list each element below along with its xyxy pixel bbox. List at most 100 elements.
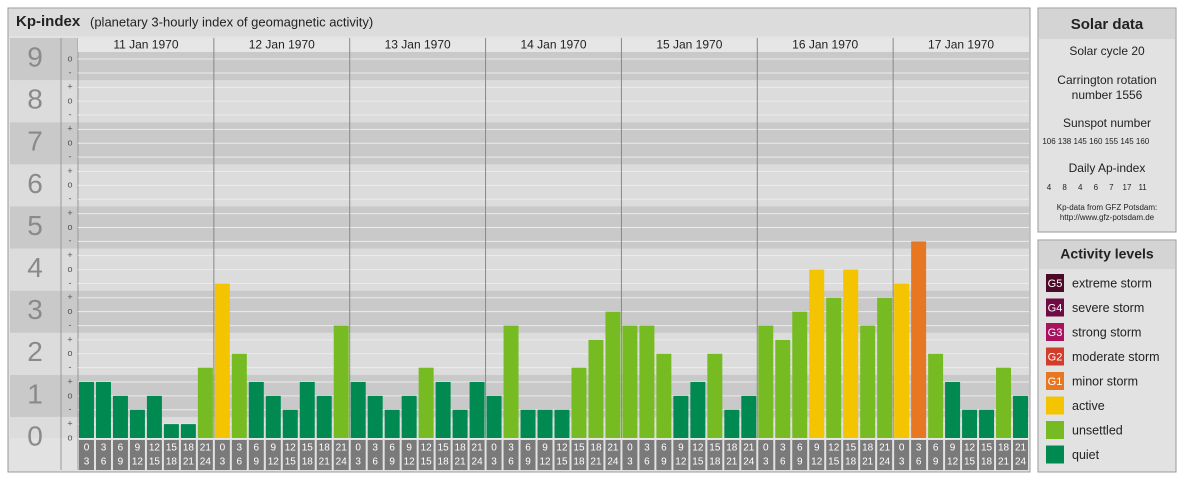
y-major-label: 1 (27, 378, 43, 409)
source-url: http://www.gfz-potsdam.de (1060, 213, 1155, 222)
bar (520, 409, 536, 438)
time-cell (962, 440, 978, 470)
time-start: 0 (763, 443, 769, 454)
bar (690, 382, 706, 438)
time-cell (945, 440, 961, 470)
y-major-label: 4 (27, 252, 43, 283)
y-tick-label: - (69, 278, 72, 288)
time-start: 12 (692, 443, 704, 454)
time-end: 3 (491, 457, 497, 468)
y-tick-label: + (67, 292, 72, 302)
time-end: 18 (438, 457, 450, 468)
time-cell (282, 440, 298, 470)
time-cell (605, 440, 621, 470)
time-end: 21 (862, 457, 874, 468)
time-start: 18 (455, 443, 467, 454)
time-start: 0 (491, 443, 497, 454)
y-tick-label: + (67, 334, 72, 344)
time-start: 6 (661, 443, 667, 454)
sunspot-value: 160 (1089, 137, 1103, 146)
day-label: 11 Jan 1970 (113, 38, 178, 52)
sunspot-value: 160 (1136, 137, 1150, 146)
time-cell (588, 440, 604, 470)
time-end: 12 (947, 457, 959, 468)
bar (979, 409, 995, 438)
bar (707, 353, 723, 438)
legend-title-bar (1039, 241, 1175, 269)
bar (792, 311, 808, 438)
time-end: 12 (675, 457, 687, 468)
legend-label: moderate storm (1072, 350, 1160, 364)
y-tick-label: - (69, 320, 72, 330)
y-tick-label: o (67, 264, 72, 274)
time-start: 21 (336, 443, 348, 454)
time-end: 6 (916, 457, 922, 468)
legend-label: extreme storm (1072, 276, 1152, 290)
time-cell (452, 440, 468, 470)
time-end: 21 (590, 457, 602, 468)
time-start: 6 (389, 443, 395, 454)
time-end: 9 (661, 457, 667, 468)
carrington-number: number 1556 (1072, 88, 1143, 102)
y-tick-label: o (67, 138, 72, 148)
bar (962, 409, 978, 438)
ap-value: 8 (1062, 183, 1067, 192)
chart-title: Kp-index (16, 13, 81, 30)
y-tick-label: o (67, 348, 72, 358)
y-tick-label: - (69, 194, 72, 204)
y-tick-label: o (67, 53, 72, 63)
y-major-label: 5 (27, 210, 43, 241)
bar (95, 382, 111, 438)
day-label: 17 Jan 1970 (928, 38, 994, 52)
time-start: 9 (678, 443, 684, 454)
y-major-label: 9 (27, 41, 43, 72)
time-cell (690, 440, 706, 470)
y-major-label: 2 (27, 336, 43, 367)
y-tick-label: o (67, 432, 72, 442)
time-end: 18 (845, 457, 857, 468)
time-cell (129, 440, 145, 470)
bar (79, 382, 94, 438)
time-cell (146, 440, 162, 470)
time-cell (928, 440, 944, 470)
bar (758, 325, 774, 438)
time-start: 3 (508, 443, 514, 454)
bar (265, 395, 281, 438)
time-end: 3 (899, 457, 905, 468)
time-cell (911, 440, 927, 470)
bar (248, 382, 264, 438)
bar (826, 297, 842, 438)
source: Kp-data from GFZ Potsdam: (1057, 203, 1157, 212)
time-start: 12 (421, 443, 433, 454)
bar (537, 409, 553, 438)
time-start: 3 (237, 443, 243, 454)
bar (911, 241, 927, 438)
time-end: 6 (780, 457, 786, 468)
y-tick-label: - (69, 404, 72, 414)
bar (673, 395, 689, 438)
time-start: 18 (862, 443, 874, 454)
time-cell (996, 440, 1012, 470)
time-end: 18 (709, 457, 721, 468)
time-start: 18 (998, 443, 1010, 454)
time-end: 15 (421, 457, 433, 468)
time-end: 24 (472, 457, 484, 468)
time-cell (979, 440, 995, 470)
y-tick-label: - (69, 362, 72, 372)
time-cell (112, 440, 128, 470)
carrington: Carrington rotation (1057, 73, 1156, 87)
ap-value: 4 (1047, 183, 1052, 192)
time-cell (741, 440, 757, 470)
bar (741, 395, 757, 438)
time-cell (163, 440, 179, 470)
time-cell (214, 440, 230, 470)
time-cell (418, 440, 434, 470)
time-end: 15 (149, 457, 161, 468)
bar (877, 297, 893, 438)
time-start: 12 (556, 443, 568, 454)
time-end: 18 (573, 457, 585, 468)
bar (384, 409, 400, 438)
time-cell (486, 440, 502, 470)
time-start: 18 (319, 443, 331, 454)
time-start: 6 (118, 443, 124, 454)
